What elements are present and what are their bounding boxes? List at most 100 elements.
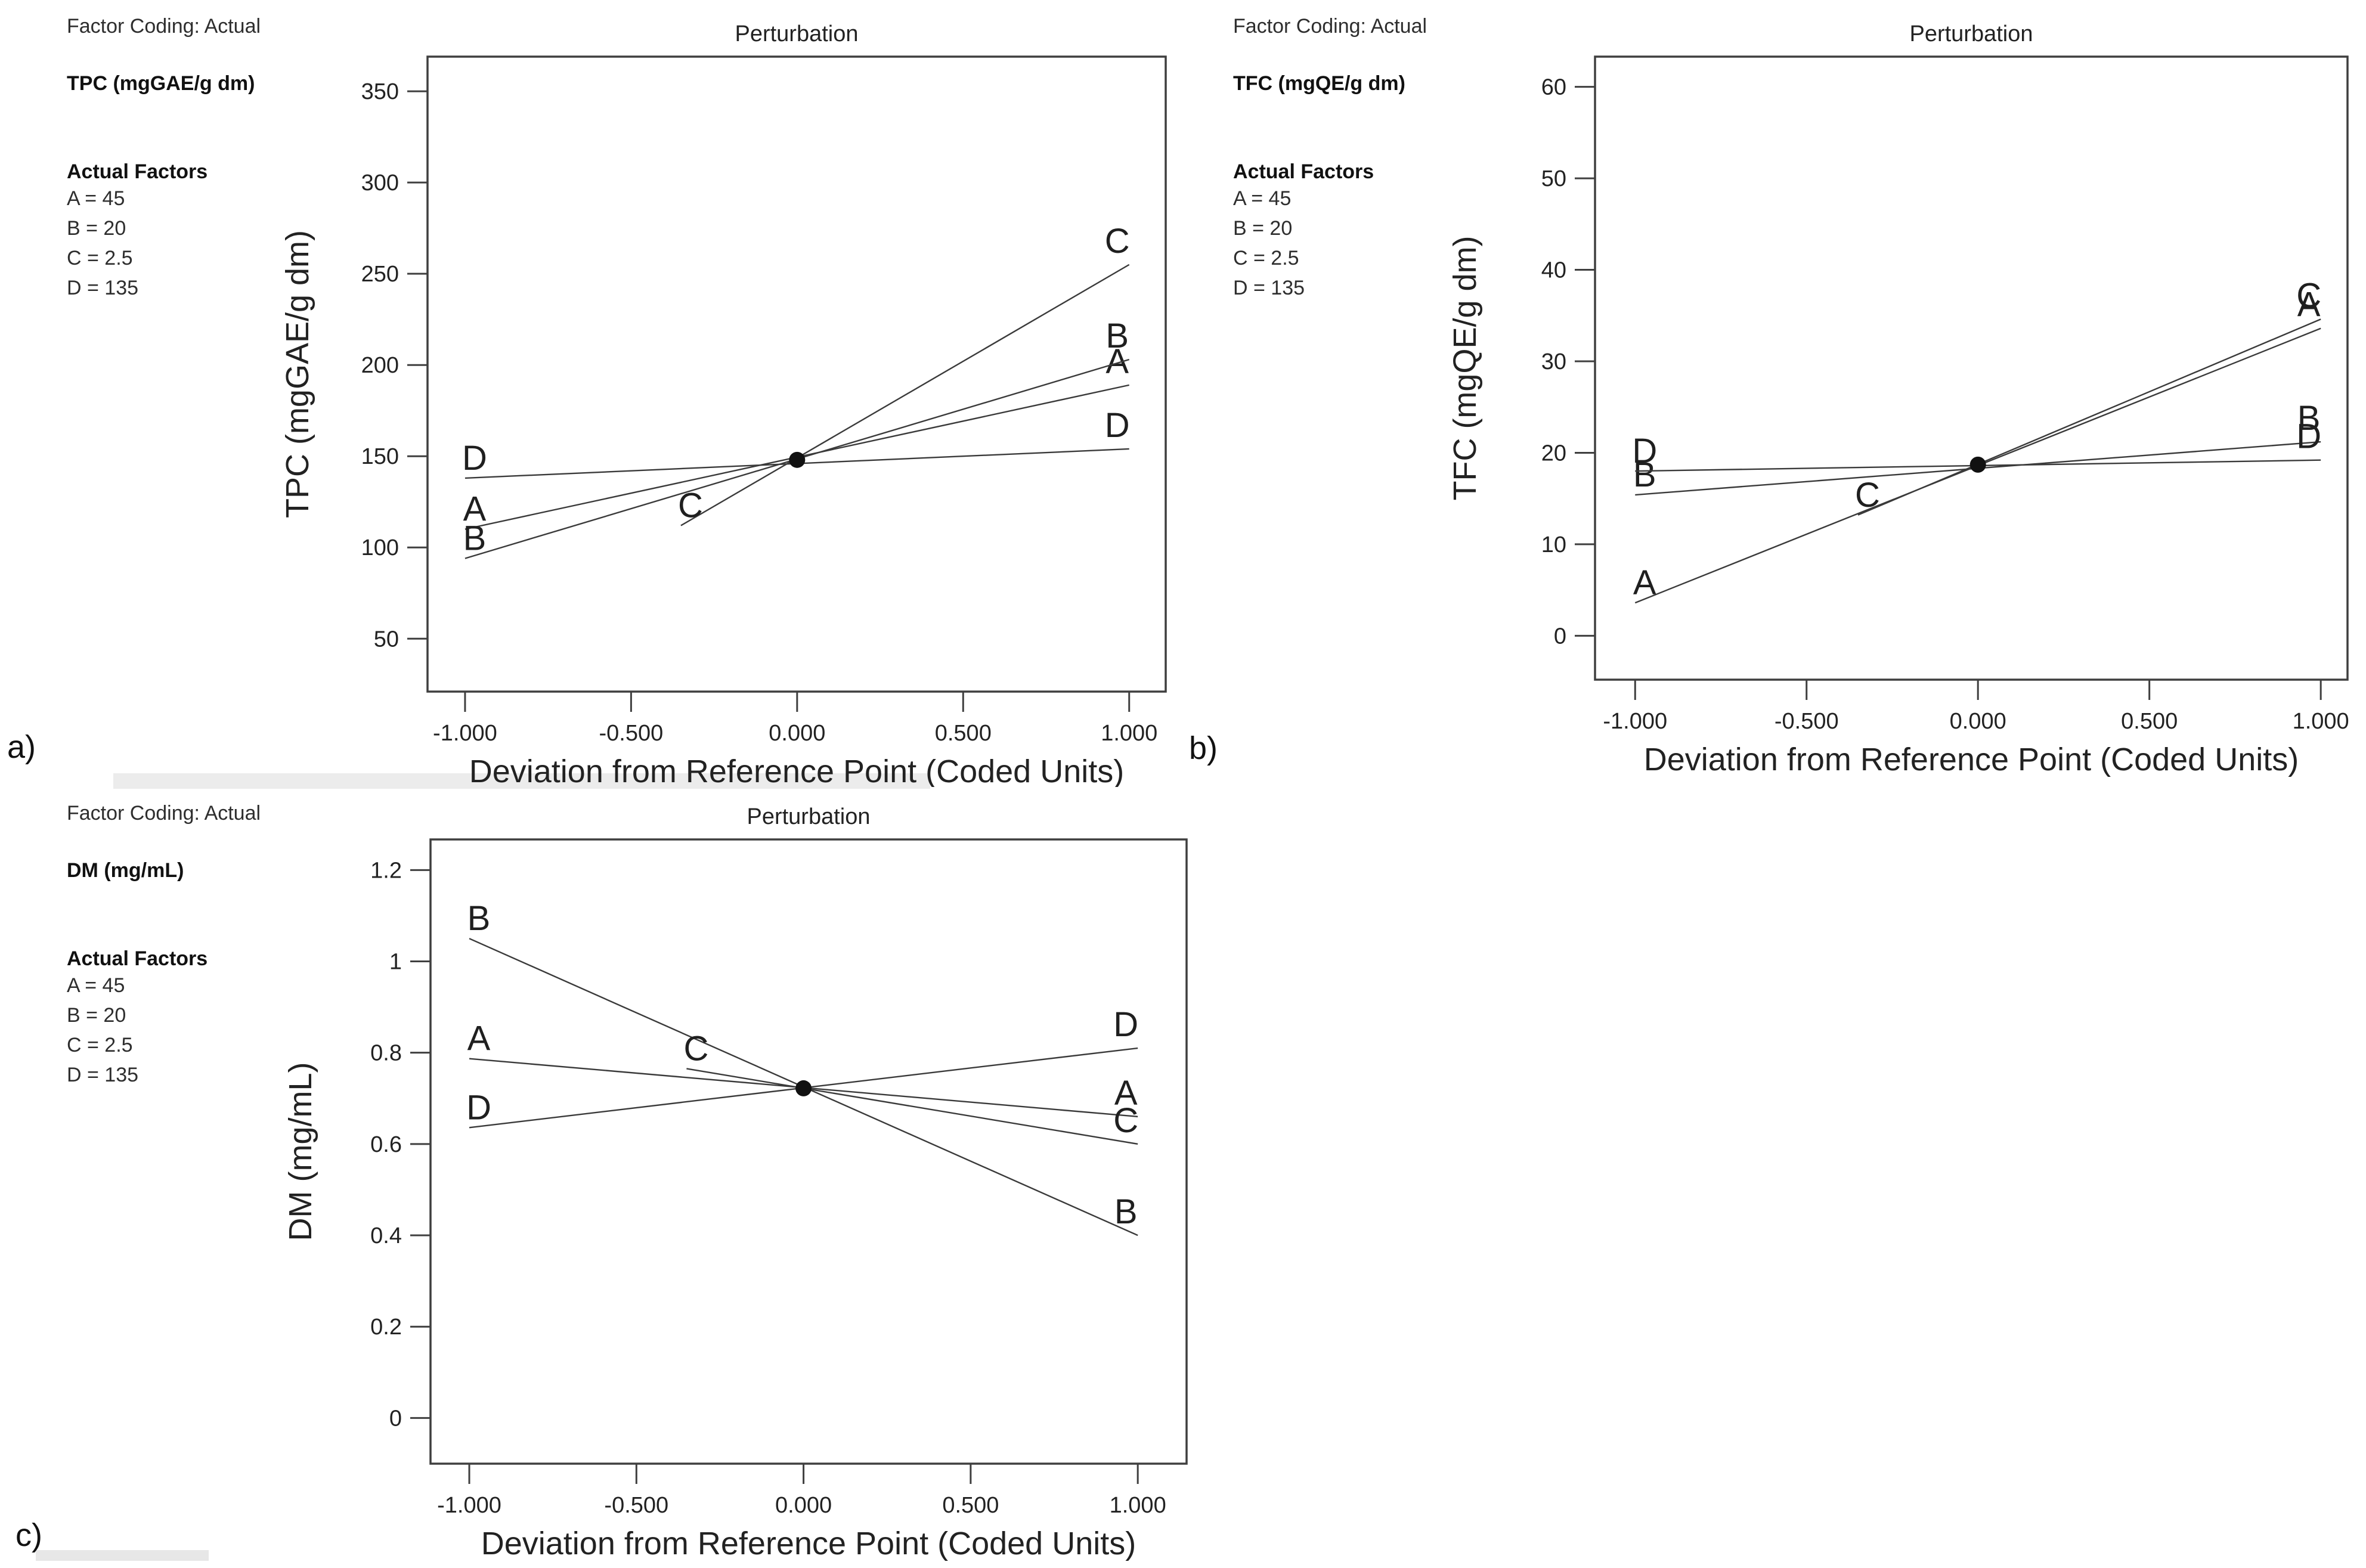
x-axis-tick-label: -0.500 (1775, 709, 1839, 734)
factor-line-b: B = 20 (67, 217, 126, 240)
y-axis-tick-label: 0.2 (370, 1315, 402, 1340)
series-line-C (686, 1068, 1138, 1145)
panel-letter-b: b) (1189, 730, 1218, 766)
factor-line-a: A = 45 (67, 187, 125, 210)
actual-factors-heading: Actual Factors (67, 160, 208, 183)
series-label-D-left: D (1632, 432, 1657, 470)
x-axis-title: Deviation from Reference Point (Coded Un… (1644, 742, 2299, 777)
x-axis-tick-label: -1.000 (1603, 709, 1667, 734)
x-axis-tick-label: 0.500 (942, 1493, 999, 1518)
panel-a: Perturbation -1.000 -0.500 0.000 0.500 1.000 5… (0, 0, 1228, 787)
factor-info-block-c: Factor Coding: Actual DM (mg/mL) Actual … (67, 801, 261, 1090)
y-axis-tick-label: 0 (1554, 624, 1566, 649)
plot-border (1594, 55, 2349, 681)
series-label-B-left: B (1633, 455, 1656, 494)
y-axis-tick-label: 40 (1541, 258, 1566, 283)
y-axis-tick-label: 50 (374, 627, 399, 652)
x-axis-tick-label: -0.500 (604, 1493, 668, 1518)
y-axis-tick-label: 0.4 (370, 1223, 402, 1248)
series-label-A-right: A (1114, 1074, 1138, 1113)
factor-line-d: D = 135 (1233, 277, 1305, 299)
reference-point-dot (1969, 456, 1986, 473)
y-axis-tick-label: 0.6 (370, 1132, 402, 1157)
factor-info-block-a: Factor Coding: Actual TPC (mgGAE/g dm) A… (67, 14, 261, 303)
x-axis-tick-label: 0.000 (769, 721, 825, 746)
factor-line-c: C = 2.5 (67, 1034, 133, 1056)
series-line-C (680, 264, 1130, 526)
series-label-D-right: D (1105, 406, 1130, 445)
factor-coding-label: Factor Coding: Actual (1233, 15, 1427, 38)
actual-factors-heading: Actual Factors (1233, 160, 1374, 183)
factor-info-block-b: Factor Coding: Actual TFC (mgQE/g dm) Ac… (1233, 14, 1427, 303)
series-label-C-left: C (678, 486, 703, 525)
x-axis-tick-label: -1.000 (433, 721, 497, 746)
series-label-A-left: A (463, 490, 487, 529)
y-axis-tick-label: 300 (361, 171, 399, 196)
actual-factors-heading: Actual Factors (67, 947, 208, 970)
chart-title: Perturbation (1909, 21, 2033, 47)
panel-letter-c: c) (16, 1517, 42, 1553)
factor-line-d: D = 135 (67, 1064, 139, 1086)
y-axis-tick-label: 100 (361, 535, 399, 560)
perturbation-chart-b: Perturbation -1.000 -0.500 0.000 0.500 1.000 0… (1447, 21, 2349, 777)
series-line-C (1857, 318, 2321, 516)
series-label-B-right: B (1105, 317, 1129, 355)
y-axis-title: DM (mg/mL) (283, 1062, 318, 1241)
perturbation-chart-c: Perturbation -1.000 -0.500 0.000 0.500 1.000 0… (283, 804, 1188, 1561)
series-label-A-right: A (2297, 286, 2321, 324)
series-label-A-left: A (467, 1019, 491, 1058)
factor-line-c: C = 2.5 (1233, 247, 1299, 269)
series-label-C-left: C (1855, 476, 1880, 515)
y-axis-title: TPC (mgGAE/g dm) (280, 230, 315, 518)
series-label-D-right: D (2296, 417, 2321, 456)
x-axis-tick-label: -1.000 (437, 1493, 501, 1518)
factor-line-d: D = 135 (67, 277, 139, 299)
x-axis-tick-label: 1.000 (2293, 709, 2349, 734)
reference-point-dot (789, 451, 806, 468)
scan-artifact-band (113, 773, 930, 789)
factor-line-a: A = 45 (67, 974, 125, 997)
chart-title: Perturbation (735, 21, 858, 47)
response-label: TPC (mgGAE/g dm) (67, 72, 255, 95)
x-axis-tick-label: 0.500 (2121, 709, 2178, 734)
series-label-B-right: B (2297, 399, 2321, 438)
series-label-C-right: C (2296, 276, 2321, 315)
x-axis-tick-label: 0.000 (1950, 709, 2006, 734)
perturbation-chart-a: Perturbation -1.000 -0.500 0.000 0.500 1.000 5… (280, 21, 1167, 787)
y-axis-tick-label: 200 (361, 353, 399, 378)
x-axis-tick-label: 0.500 (935, 721, 992, 746)
factor-line-a: A = 45 (1233, 187, 1292, 210)
series-label-D-left: D (466, 1088, 491, 1127)
x-axis-tick-label: 1.000 (1101, 721, 1157, 746)
x-axis-title: Deviation from Reference Point (Coded Un… (469, 754, 1124, 787)
series-label-B-left: B (463, 519, 487, 558)
y-axis-tick-label: 60 (1541, 75, 1566, 100)
plot-border (429, 838, 1188, 1465)
y-axis-tick-label: 0.8 (370, 1041, 402, 1066)
series-label-B-left: B (467, 899, 491, 938)
scan-artifact-streak (36, 1550, 209, 1561)
factor-coding-label: Factor Coding: Actual (67, 802, 261, 825)
series-label-C-right: C (1113, 1101, 1138, 1140)
y-axis-tick-label: 350 (361, 79, 399, 104)
reference-point-dot (795, 1080, 812, 1096)
x-axis-tick-label: 1.000 (1110, 1493, 1166, 1518)
y-axis-tick-label: 1 (389, 949, 402, 974)
series-label-D-right: D (1113, 1005, 1138, 1044)
panel-c: Perturbation -1.000 -0.500 0.000 0.500 1.000 0… (0, 787, 1228, 1568)
series-label-A-right: A (1105, 342, 1129, 381)
y-axis-tick-label: 50 (1541, 166, 1566, 191)
chart-title: Perturbation (747, 804, 870, 829)
panel-b: Perturbation -1.000 -0.500 0.000 0.500 1.000 0… (1228, 0, 2366, 787)
y-axis-tick-label: 10 (1541, 532, 1566, 557)
series-label-B-right: B (1114, 1192, 1138, 1231)
y-axis-title: TFC (mgQE/g dm) (1447, 235, 1483, 500)
response-label: TFC (mgQE/g dm) (1233, 72, 1405, 95)
panel-letter-a: a) (7, 729, 36, 765)
y-axis-tick-label: 250 (361, 262, 399, 287)
series-label-A-left: A (1633, 563, 1656, 602)
x-axis-title: Deviation from Reference Point (Coded Un… (481, 1526, 1136, 1561)
plot-border (426, 55, 1167, 693)
y-axis-tick-label: 20 (1541, 441, 1566, 466)
x-axis-tick-label: -0.500 (599, 721, 664, 746)
